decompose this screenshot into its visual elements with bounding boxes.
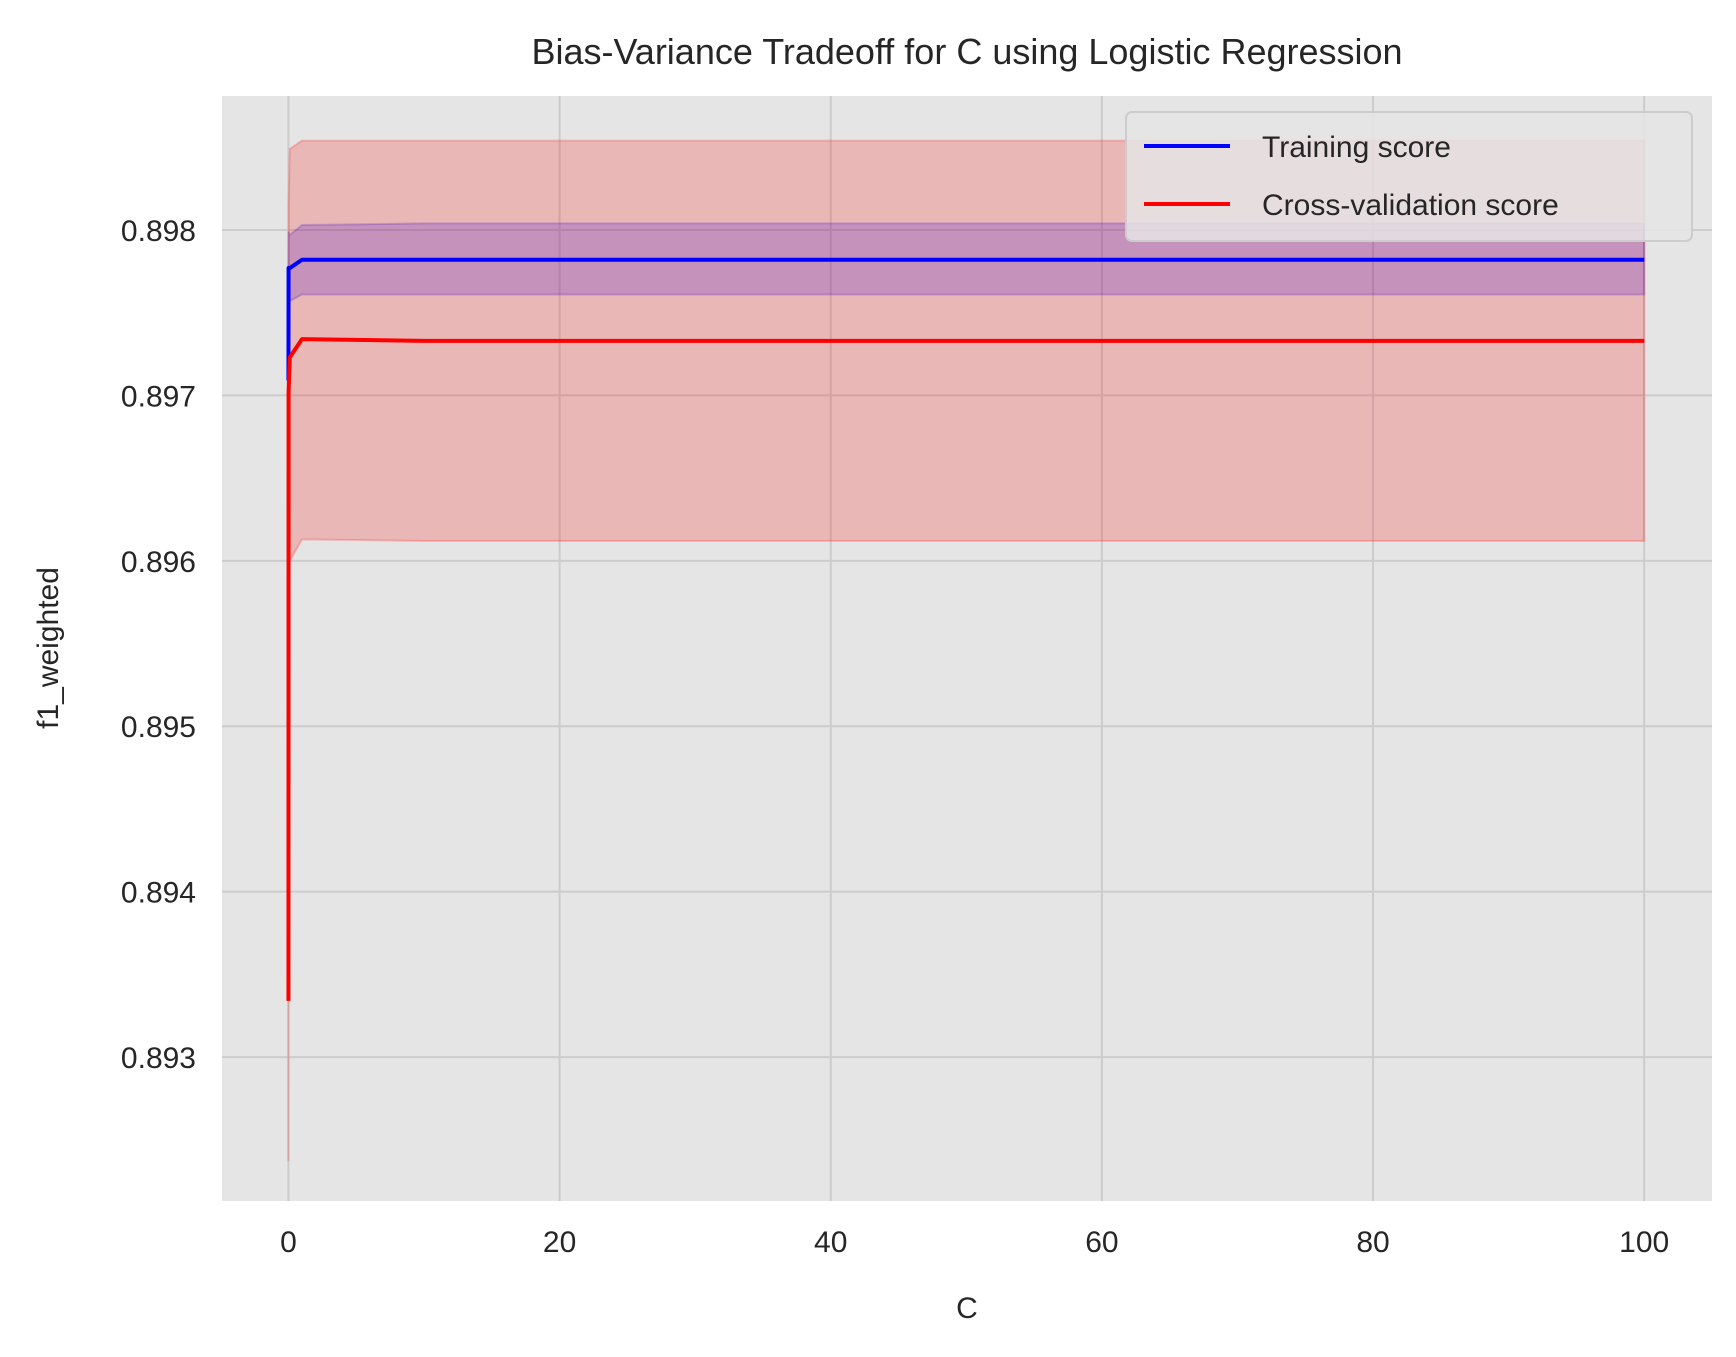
- x-tick-label: 80: [1356, 1226, 1389, 1259]
- legend: Training score Cross-validation score: [1125, 111, 1693, 242]
- legend-label-training: Training score: [1262, 131, 1451, 164]
- y-tick-label: 0.896: [121, 546, 196, 579]
- y-tick-label: 0.894: [121, 877, 196, 910]
- grid-lines: [222, 96, 1712, 1201]
- y-tick-label: 0.893: [121, 1042, 196, 1075]
- tick-labels: 0 20 40 60 80 100 0.893 0.894 0.895 0.896 0.897 0.8…: [121, 215, 1669, 1259]
- chart-title: Bias-Variance Tradeoff for C using Logis…: [531, 31, 1402, 72]
- y-tick-label: 0.895: [121, 711, 196, 744]
- x-tick-label: 0: [280, 1226, 297, 1259]
- series-lines: [286, 257, 1645, 1001]
- x-tick-label: 60: [1085, 1226, 1118, 1259]
- x-tick-label: 20: [543, 1226, 576, 1259]
- y-axis-label: f1_weighted: [32, 567, 65, 729]
- cross-validation-line: [286, 337, 1645, 1001]
- training-line: [286, 257, 1645, 381]
- plot-background: [222, 96, 1712, 1201]
- x-axis-label: C: [956, 1292, 978, 1325]
- legend-box: [1125, 111, 1693, 242]
- legend-label-cross-validation: Cross-validation score: [1262, 189, 1559, 222]
- y-tick-label: 0.897: [121, 380, 196, 413]
- x-tick-label: 100: [1619, 1226, 1669, 1259]
- x-tick-label: 40: [814, 1226, 847, 1259]
- y-tick-label: 0.898: [121, 215, 196, 248]
